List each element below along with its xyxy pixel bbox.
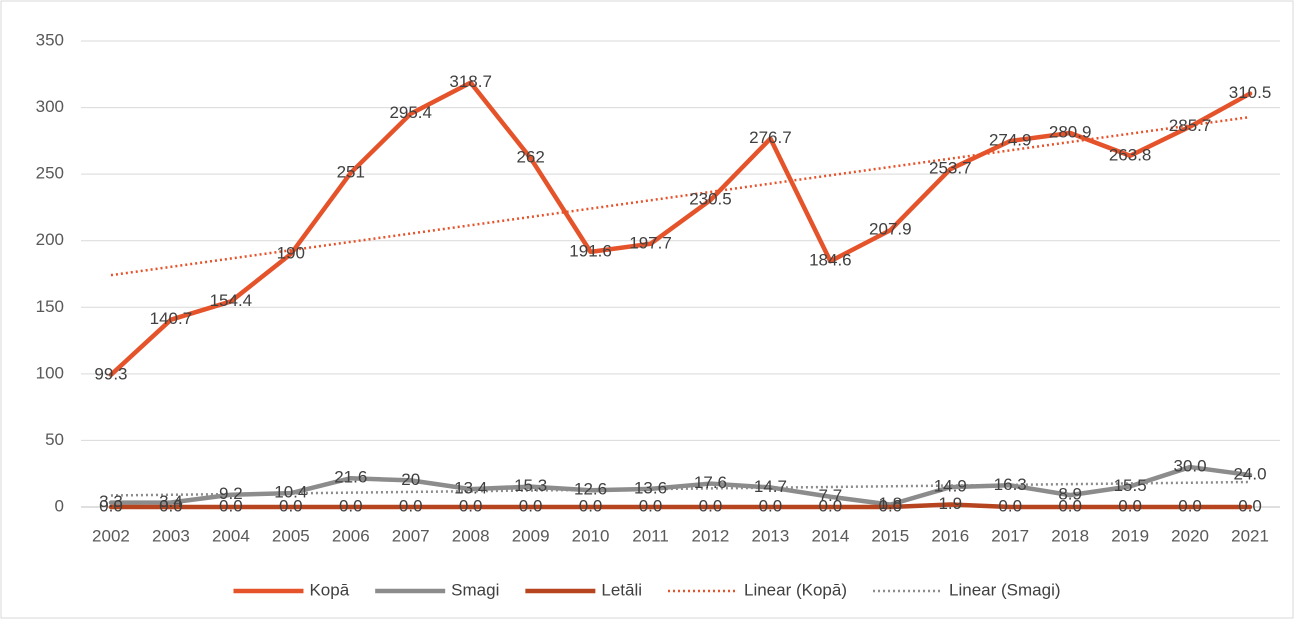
- x-tick-label: 2003: [152, 526, 190, 545]
- y-tick-label: 50: [45, 430, 64, 449]
- data-label: 0.0: [279, 496, 303, 515]
- x-tick-label: 2016: [931, 526, 969, 545]
- data-label: 0.0: [579, 496, 603, 515]
- x-tick-label: 2017: [991, 526, 1029, 545]
- x-tick-label: 2021: [1231, 526, 1269, 545]
- data-label: 1.9: [938, 494, 962, 513]
- data-label: 17.6: [694, 473, 727, 492]
- data-label: 24.0: [1233, 465, 1266, 484]
- y-tick-label: 200: [36, 230, 64, 249]
- data-label: 13.6: [634, 478, 667, 497]
- data-label: 0.0: [219, 496, 243, 515]
- data-label: 1.8: [879, 494, 903, 513]
- x-tick-label: 2015: [871, 526, 909, 545]
- y-tick-label: 100: [36, 363, 64, 382]
- data-label: 274.9: [989, 130, 1032, 149]
- legend-label: Kopā: [309, 580, 349, 599]
- data-label: 276.7: [749, 128, 792, 147]
- data-label: 140.7: [150, 309, 193, 328]
- series-line: [108, 502, 1253, 510]
- x-tick-label: 2007: [392, 526, 430, 545]
- data-label: 0.0: [759, 496, 783, 515]
- data-label: 0.0: [1118, 496, 1142, 515]
- x-tick-label: 2002: [92, 526, 130, 545]
- data-label: 0.0: [1238, 496, 1262, 515]
- y-tick-label: 0: [55, 496, 64, 515]
- legend-label: Linear (Smagi): [949, 580, 1061, 599]
- legend-label: Letāli: [601, 580, 642, 599]
- data-label: 0.0: [819, 496, 843, 515]
- trendline: [110, 115, 1251, 277]
- y-tick-label: 300: [36, 97, 64, 116]
- y-tick-label: 250: [36, 164, 64, 183]
- data-label: 14.7: [754, 477, 787, 496]
- data-label: 318.7: [449, 72, 492, 91]
- series-line: [108, 80, 1253, 378]
- data-label: 0.0: [1178, 496, 1202, 515]
- x-tick-label: 2018: [1051, 526, 1089, 545]
- x-tick-label: 2012: [692, 526, 730, 545]
- data-label: 3.3: [99, 492, 123, 511]
- data-label: 154.4: [210, 291, 253, 310]
- x-tick-label: 2011: [632, 526, 669, 545]
- x-tick-label: 2008: [452, 526, 490, 545]
- data-label: 14.9: [934, 477, 967, 496]
- x-tick-label: 2010: [572, 526, 610, 545]
- data-label: 0.0: [879, 496, 903, 515]
- data-label: 7.7: [819, 486, 843, 505]
- data-label: 251: [337, 162, 365, 181]
- data-label: 262: [516, 148, 544, 167]
- data-label: 191.6: [569, 241, 612, 260]
- data-label: 0.0: [99, 496, 123, 515]
- data-label: 15.5: [1114, 476, 1147, 495]
- data-label: 16.3: [994, 475, 1027, 494]
- data-label: 15.3: [514, 476, 547, 495]
- data-label: 13.4: [454, 479, 487, 498]
- data-label: 197.7: [629, 233, 672, 252]
- data-label: 0.0: [699, 496, 723, 515]
- data-label: 0.0: [399, 496, 423, 515]
- data-label: 230.5: [689, 190, 732, 209]
- data-label: 253.7: [929, 159, 972, 178]
- data-label: 12.6: [574, 480, 607, 499]
- data-label: 0.0: [998, 496, 1022, 515]
- data-label: 21.6: [334, 468, 367, 487]
- x-tick-label: 2004: [212, 526, 250, 545]
- data-label: 99.3: [94, 364, 127, 383]
- data-label: 285.7: [1169, 116, 1212, 135]
- series-line: [108, 464, 1253, 507]
- x-tick-label: 2019: [1111, 526, 1149, 545]
- data-label: 0.0: [459, 496, 483, 515]
- data-label: 3.4: [159, 492, 183, 511]
- x-tick-label: 2009: [512, 526, 550, 545]
- legend-label: Smagi: [451, 580, 499, 599]
- data-label: 0.0: [159, 496, 183, 515]
- data-label: 263.8: [1109, 145, 1152, 164]
- y-tick-label: 350: [36, 30, 64, 49]
- data-label: 0.0: [639, 496, 663, 515]
- legend-label: Linear (Kopā): [744, 580, 847, 599]
- data-label: 295.4: [389, 103, 432, 122]
- y-tick-label: 150: [36, 297, 64, 316]
- x-tick-label: 2005: [272, 526, 310, 545]
- data-label: 190: [277, 244, 305, 263]
- data-label: 30.0: [1174, 457, 1207, 476]
- data-label: 10.4: [274, 483, 307, 502]
- data-label: 9.2: [219, 484, 243, 503]
- data-label: 8.9: [1058, 485, 1082, 504]
- x-tick-label: 2013: [752, 526, 790, 545]
- data-label: 310.5: [1229, 83, 1272, 102]
- data-label: 20: [401, 470, 420, 489]
- data-label: 184.6: [809, 251, 852, 270]
- x-tick-label: 2014: [811, 526, 849, 545]
- data-label: 280.9: [1049, 122, 1092, 141]
- x-tick-label: 2020: [1171, 526, 1209, 545]
- data-label: 0.0: [1058, 496, 1082, 515]
- x-tick-label: 2006: [332, 526, 370, 545]
- data-label: 207.9: [869, 220, 912, 239]
- data-label: 0.0: [339, 496, 363, 515]
- data-label: 0.0: [519, 496, 543, 515]
